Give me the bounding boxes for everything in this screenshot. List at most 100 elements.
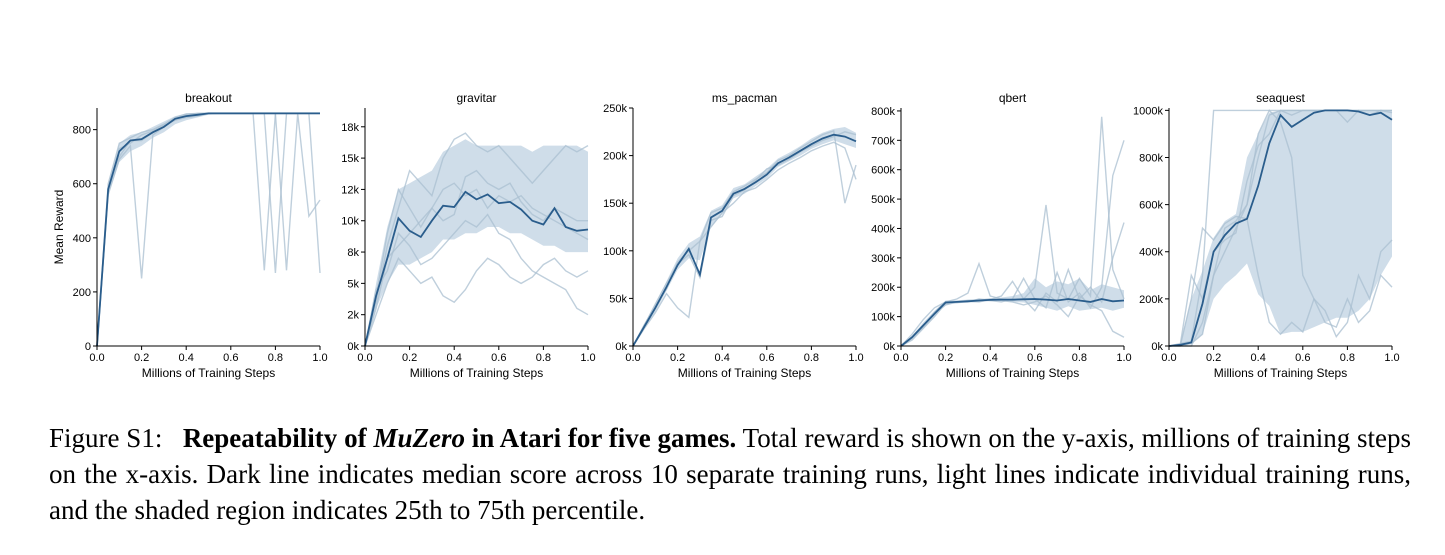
x-axis-label: Millions of Training Steps — [1214, 366, 1347, 380]
caption-body: Total reward is shown on the y-axis, mil… — [49, 423, 1412, 525]
percentile-band — [633, 127, 856, 346]
y-tick-label: 0k — [1151, 341, 1163, 353]
x-tick-label: 0.6 — [1295, 352, 1310, 364]
x-axis-label: Millions of Training Steps — [946, 366, 1079, 380]
y-tick-label: 500k — [871, 194, 895, 206]
x-tick-label: 0.4 — [447, 352, 462, 364]
caption-title-em: MuZero — [373, 423, 465, 453]
x-tick-label: 0.2 — [670, 352, 685, 364]
x-tick-label: 0.8 — [1072, 352, 1087, 364]
run-line-4 — [1169, 109, 1393, 347]
y-tick-label: 700k — [871, 135, 895, 147]
x-axis-label: Millions of Training Steps — [410, 366, 543, 380]
run-line-3 — [632, 131, 857, 347]
percentile-band — [901, 278, 1124, 346]
y-tick-label: 250k — [603, 103, 627, 115]
x-tick-label: 0.6 — [1027, 352, 1042, 364]
x-tick-label: 0.8 — [536, 352, 551, 364]
y-tick-label: 200 — [73, 287, 91, 299]
x-tick-label: 0.0 — [1161, 352, 1176, 364]
y-tick-label: 10k — [341, 216, 359, 228]
x-tick-label: 0.8 — [268, 352, 283, 364]
chart-title: ms_pacman — [712, 91, 777, 105]
chart-title: gravitar — [456, 91, 496, 105]
chart-seaquest: 0.0 0.2 0.4 0.6 0.8 1.0 0k 200k 400k 600k 800k 1000… — [1133, 91, 1400, 380]
y-tick-label: 0 — [85, 341, 91, 353]
figure-caption: Figure S1: Repeatability of MuZero in At… — [49, 420, 1411, 528]
x-tick-label: 1.0 — [312, 352, 327, 364]
median-line — [900, 298, 1125, 347]
x-tick-label: 0.6 — [759, 352, 774, 364]
x-tick-label: 0.0 — [89, 352, 104, 364]
percentile-band — [1169, 110, 1392, 347]
chart-title: qbert — [999, 91, 1027, 105]
y-tick-label: 600k — [871, 165, 895, 177]
y-tick-label: 800 — [73, 125, 91, 137]
y-tick-label: 8k — [347, 247, 359, 259]
x-tick-label: 0.2 — [1206, 352, 1221, 364]
x-tick-label: 0.2 — [402, 352, 417, 364]
y-tick-label: 18k — [341, 122, 359, 134]
y-tick-label: 1000k — [1133, 105, 1163, 117]
median-line — [632, 133, 857, 347]
y-tick-label: 400k — [1139, 247, 1163, 259]
y-tick-label: 100k — [603, 246, 627, 258]
x-axis-label: Millions of Training Steps — [142, 366, 275, 380]
charts-figure: 0.0 0.2 0.4 0.6 0.8 1.0 0 200 400 600 800 breakout M… — [52, 91, 1400, 380]
y-tick-label: 200k — [603, 151, 627, 163]
x-tick-label: 1.0 — [1384, 352, 1399, 364]
x-tick-label: 0.2 — [938, 352, 953, 364]
chart-qbert: 0.0 0.2 0.4 0.6 0.8 1.0 0k 100k 200k 300k 400k 500k… — [871, 91, 1132, 380]
x-tick-label: 0.4 — [1251, 352, 1266, 364]
x-tick-label: 0.0 — [357, 352, 372, 364]
y-tick-label: 300k — [871, 253, 895, 265]
x-tick-label: 0.8 — [1340, 352, 1355, 364]
caption-title: Repeatability of MuZero in Atari for fiv… — [182, 423, 737, 453]
run-line-3 — [364, 257, 589, 347]
y-tick-label: 400 — [73, 233, 91, 245]
run-line-2 — [632, 141, 857, 347]
chart-title: breakout — [185, 91, 232, 105]
y-tick-label: 2k — [347, 310, 359, 322]
median-line — [96, 112, 320, 347]
x-tick-label: 0.2 — [134, 352, 149, 364]
chart-breakout: 0.0 0.2 0.4 0.6 0.8 1.0 0 200 400 600 800 breakout M… — [52, 91, 328, 380]
caption-label: Figure S1: — [49, 423, 163, 453]
run-line-2 — [1169, 215, 1393, 347]
x-tick-label: 0.8 — [804, 352, 819, 364]
x-tick-label: 0.4 — [983, 352, 998, 364]
y-tick-label: 0k — [883, 341, 895, 353]
run-line-4 — [364, 182, 589, 347]
y-tick-label: 15k — [341, 153, 359, 165]
x-tick-label: 0.4 — [715, 352, 730, 364]
run-line-1 — [632, 129, 857, 347]
x-tick-label: 1.0 — [848, 352, 863, 364]
y-tick-label: 600 — [73, 179, 91, 191]
chart-gravitar: 0.0 0.2 0.4 0.6 0.8 1.0 0k 2k 5k 8k 10k 12k 15k 18k gr… — [341, 91, 595, 380]
run-line-2 — [364, 213, 589, 347]
y-tick-label: 100k — [871, 312, 895, 324]
run-line-1 — [96, 112, 320, 347]
median-line — [364, 190, 589, 347]
y-tick-label: 800k — [1139, 152, 1163, 164]
y-axis-label: Mean Reward — [52, 190, 66, 265]
y-tick-label: 0k — [615, 341, 627, 353]
x-tick-label: 0.6 — [223, 352, 238, 364]
y-tick-label: 200k — [1139, 294, 1163, 306]
x-tick-label: 0.0 — [893, 352, 908, 364]
median-line — [1168, 109, 1393, 347]
y-tick-label: 0k — [347, 341, 359, 353]
percentile-band — [365, 139, 588, 346]
y-tick-label: 5k — [347, 278, 359, 290]
x-tick-label: 1.0 — [1116, 352, 1131, 364]
y-tick-label: 200k — [871, 282, 895, 294]
x-tick-label: 0.0 — [625, 352, 640, 364]
x-tick-label: 1.0 — [580, 352, 595, 364]
x-axis-label: Millions of Training Steps — [678, 366, 811, 380]
y-tick-label: 150k — [603, 198, 627, 210]
chart-title: seaquest — [1256, 91, 1305, 105]
x-tick-label: 0.4 — [179, 352, 194, 364]
y-tick-label: 50k — [609, 293, 627, 305]
chart-ms_pacman: 0.0 0.2 0.4 0.6 0.8 1.0 0k 50k 100k 150k 200k 250k m… — [603, 91, 864, 380]
y-tick-label: 12k — [341, 184, 359, 196]
